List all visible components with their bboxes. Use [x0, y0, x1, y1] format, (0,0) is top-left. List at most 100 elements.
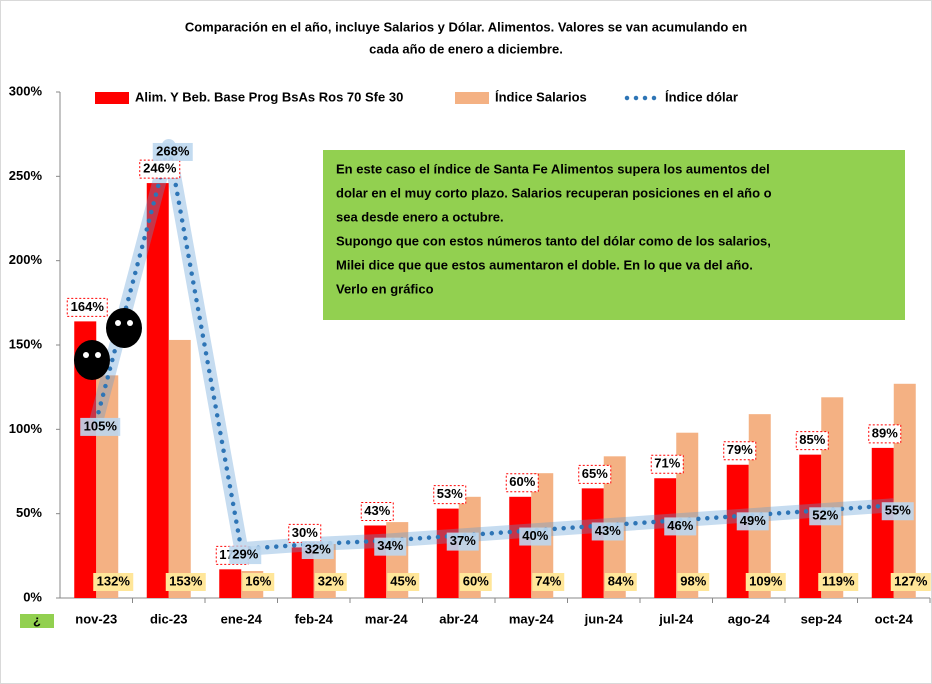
data-label: 153% [169, 573, 203, 588]
data-label: 98% [680, 573, 706, 588]
data-label-box [459, 573, 492, 591]
data-label-box [433, 485, 467, 505]
data-label: 55% [885, 503, 911, 518]
x-tick-label: ene-24 [221, 611, 263, 626]
data-label-box [229, 546, 262, 565]
data-label-box [578, 464, 612, 484]
mask-eye [95, 352, 101, 358]
x-tick-label: nov-23 [75, 611, 117, 626]
data-label-box [387, 573, 420, 591]
data-label-box [723, 441, 757, 461]
data-label: 84% [608, 573, 634, 588]
bar [676, 432, 699, 598]
chart-title: Comparación en el año, incluye Salarios … [185, 19, 747, 34]
bar [748, 414, 771, 598]
bar [74, 321, 97, 598]
annotation-text: En este caso el índice de Santa Fe Alime… [336, 161, 770, 176]
legend-swatch [95, 92, 129, 104]
legend-swatch [455, 92, 489, 104]
data-label-box [664, 517, 697, 536]
data-label: 74% [535, 573, 561, 588]
chart-title: cada año de enero a diciembre. [369, 41, 563, 56]
x-tick-label: feb-24 [295, 611, 334, 626]
data-label-box [881, 502, 914, 521]
data-label-box [677, 573, 710, 591]
legend-label: Alim. Y Beb. Base Prog BsAs Ros 70 Sfe 3… [135, 89, 403, 104]
legend-label: Índice Salarios [495, 89, 587, 104]
annotation-text: sea desde enero a octubre. [336, 209, 504, 224]
data-label: 119% [822, 573, 855, 588]
data-label: 37% [450, 533, 476, 548]
y-tick-label: 0% [23, 589, 42, 604]
data-label-box [868, 424, 902, 444]
x-tick-label: oct-24 [875, 611, 914, 626]
data-label: 79% [727, 442, 753, 457]
y-tick-label: 50% [16, 505, 42, 520]
x-tick-label: dic-23 [150, 611, 188, 626]
data-label: 30% [292, 525, 318, 540]
data-label: 43% [364, 503, 390, 518]
data-label: 65% [582, 466, 608, 481]
data-label-box [165, 573, 206, 591]
data-label-box [532, 573, 565, 591]
x-tick-label: jul-24 [658, 611, 694, 626]
data-label: 16% [245, 573, 271, 588]
bar [146, 183, 169, 598]
data-label: 60% [509, 474, 535, 489]
data-label: 43% [595, 523, 621, 538]
data-label: 60% [463, 573, 489, 588]
y-tick-label: 100% [9, 421, 43, 436]
data-label: 105% [84, 418, 118, 433]
data-label: 40% [522, 528, 548, 543]
annotation-text: dolar en el muy corto plazo. Salarios re… [336, 185, 772, 200]
data-label-box [736, 512, 769, 531]
x-tick-label: mar-24 [365, 611, 408, 626]
data-label-box [604, 573, 637, 591]
data-label-box [66, 297, 108, 317]
data-label: 268% [156, 143, 190, 158]
bar [654, 478, 677, 598]
mask-eye [83, 352, 89, 358]
x-tick-label: ago-24 [728, 611, 771, 626]
bar [436, 508, 459, 598]
y-tick-label: 250% [9, 168, 43, 183]
data-label-box [242, 573, 275, 591]
data-label-box [360, 501, 394, 521]
data-label: 127% [894, 573, 928, 588]
y-tick-label: 150% [9, 336, 43, 351]
annotation-text: Verlo en gráfico [336, 281, 434, 296]
data-label-box [795, 431, 829, 451]
x-tick-label: abr-24 [439, 611, 479, 626]
legend-label: Índice dólar [665, 89, 738, 104]
bar [168, 339, 191, 598]
data-label: 246% [143, 161, 177, 176]
x-tick-label: sep-24 [801, 611, 843, 626]
data-label: 85% [799, 432, 825, 447]
data-label-box [80, 417, 121, 436]
bar [219, 569, 242, 598]
data-label: 53% [437, 486, 463, 501]
mask-eye [127, 320, 133, 326]
data-label-box [890, 573, 931, 591]
data-label: 71% [654, 456, 680, 471]
data-label-box [591, 522, 624, 541]
data-label: 89% [872, 425, 898, 440]
bar [821, 397, 844, 598]
data-label-box [818, 573, 859, 591]
data-label: 32% [318, 573, 344, 588]
data-label-box [93, 573, 134, 591]
bar [581, 488, 604, 598]
bar [726, 464, 749, 598]
corner-label: ¿ [33, 612, 41, 627]
data-label: 164% [71, 299, 105, 314]
mask-icon [74, 340, 110, 380]
data-label-box [152, 142, 193, 161]
data-label-box [745, 573, 786, 591]
data-label: 132% [97, 573, 131, 588]
x-tick-label: may-24 [509, 611, 555, 626]
data-label: 52% [812, 508, 838, 523]
data-label-box [505, 473, 539, 493]
data-label: 49% [740, 513, 766, 528]
data-label: 45% [390, 573, 416, 588]
